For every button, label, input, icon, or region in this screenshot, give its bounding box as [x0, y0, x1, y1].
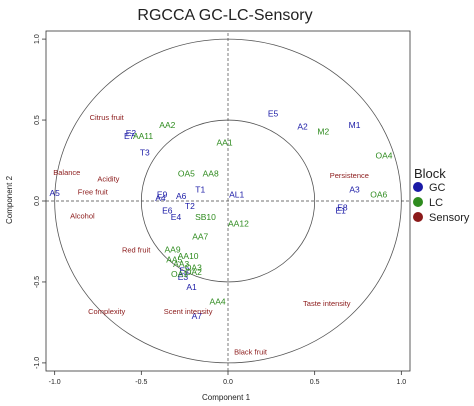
chart-title: RGCCA GC-LC-Sensory	[137, 7, 312, 24]
legend-label-gc: GC	[429, 182, 446, 194]
y-axis-label: Component 2	[5, 175, 14, 224]
point-label-gc: E2	[179, 266, 190, 276]
legend-entries: GC LC Sensory	[413, 182, 470, 224]
y-tick-label: -1.0	[34, 357, 41, 369]
point-label-sensory: Red fruit	[122, 246, 151, 255]
y-tick-label: 1.0	[34, 34, 41, 44]
point-label-gc: E1	[335, 206, 346, 216]
x-tick-label: -1.0	[49, 379, 61, 386]
point-label-sensory: Persistence	[330, 171, 369, 180]
legend: Block GC LC Sensory	[413, 166, 470, 224]
legend-marker-gc	[413, 182, 423, 192]
point-label-lc: AA10	[178, 251, 199, 261]
point-label-lc: AA4	[210, 296, 226, 306]
point-label-gc: T2	[185, 201, 195, 211]
point-label-gc: AL1	[229, 190, 244, 200]
point-label-lc: AA5	[166, 254, 182, 264]
point-label-lc: AA2	[159, 120, 175, 130]
point-label-lc: AA8	[203, 168, 219, 178]
point-label-gc: A2	[297, 122, 308, 132]
point-label-lc: SB10	[195, 212, 216, 222]
point-label-lc: AA11	[133, 131, 153, 141]
point-label-lc: AA12	[228, 219, 249, 229]
point-label-sensory: Alcohol	[70, 212, 95, 221]
point-label-gc: E5	[268, 109, 279, 119]
point-label-gc: A3	[349, 185, 360, 195]
legend-marker-sensory	[413, 212, 423, 222]
x-axis-label: Component 1	[202, 393, 251, 402]
point-label-lc: AA9	[164, 245, 180, 255]
point-label-sensory: Citrus fruit	[90, 113, 125, 122]
point-label-gc: A5	[49, 188, 60, 198]
point-label-gc: T1	[195, 185, 205, 195]
x-tick-label: 0.0	[223, 379, 233, 386]
point-label-gc: E4	[171, 212, 182, 222]
point-label-lc: AA1	[216, 138, 232, 148]
point-label-sensory: Complexity	[88, 307, 125, 316]
y-tick-label: -0.5	[34, 276, 41, 288]
x-tick-label: 0.5	[310, 379, 320, 386]
point-label-gc: A1	[186, 282, 197, 292]
point-label-lc: OA2	[185, 267, 202, 277]
legend-label-lc: LC	[429, 197, 443, 209]
point-label-sensory: Taste intensity	[303, 299, 351, 308]
point-label-lc: OA6	[370, 190, 387, 200]
point-label-gc: E9	[157, 190, 168, 200]
point-label-gc: E7	[124, 131, 135, 141]
point-label-lc: OA4	[375, 151, 392, 161]
point-label-sensory: Balance	[53, 168, 80, 177]
point-label-gc: E6	[162, 206, 173, 216]
point-label-sensory: Free fruit	[78, 187, 109, 196]
legend-title: Block	[414, 166, 446, 181]
point-label-gc: M1	[349, 120, 361, 130]
point-label-gc: A6	[176, 191, 187, 201]
legend-label-sensory: Sensory	[429, 212, 470, 224]
x-tick-label: 1.0	[396, 379, 406, 386]
plot-area: -1.0 -0.5 0.0 0.5 1.0 -1.0 -0.5 0.0 0.5 1.0 E5 A2 M1…	[34, 30, 411, 386]
point-label-gc: A7	[192, 311, 203, 321]
point-label-lc: OA5	[178, 168, 195, 178]
point-label-gc: E2	[126, 128, 137, 138]
point-label-gc: E8	[337, 202, 348, 212]
x-tick-label: -0.5	[135, 379, 147, 386]
point-label-gc: T3	[140, 147, 150, 157]
point-label-gc: E3	[178, 272, 189, 282]
point-label-sensory: Acidity	[97, 174, 119, 183]
point-label-lc: AA7	[192, 232, 208, 242]
y-tick-label: 0.5	[34, 115, 41, 125]
y-tick-label: 0.0	[34, 196, 41, 206]
point-label-lc: AA3	[173, 259, 189, 269]
point-label-gc: A4	[155, 193, 166, 203]
point-label-lc: OA1	[171, 269, 188, 279]
point-label-lc: M2	[317, 126, 329, 136]
point-label-lc: OA3	[185, 262, 202, 272]
point-label-sensory: Scent intensity	[164, 307, 213, 316]
point-label-sensory: Black fruit	[234, 348, 268, 357]
legend-marker-lc	[413, 197, 423, 207]
